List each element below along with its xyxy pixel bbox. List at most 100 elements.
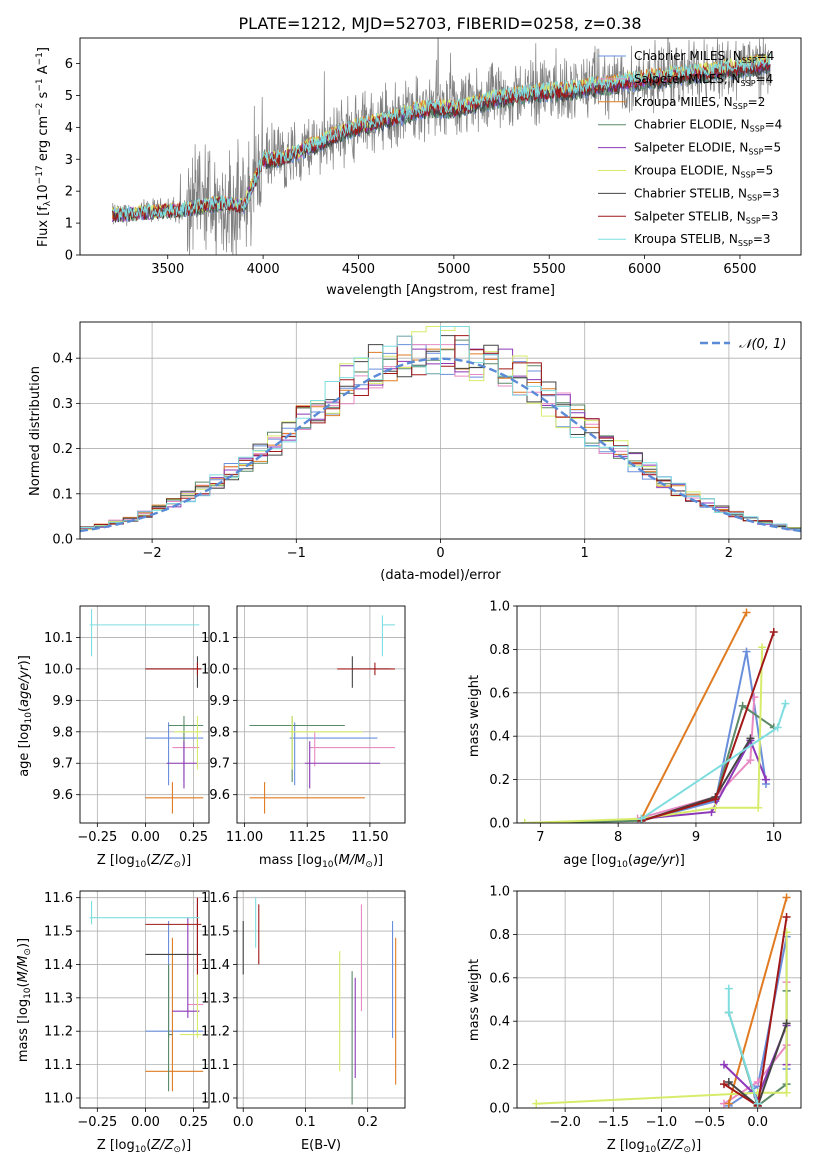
weight-marker — [746, 756, 755, 765]
x-tick-label: 1 — [581, 546, 589, 561]
x-tick-label: −1.0 — [646, 1115, 678, 1130]
x-tick-label: −2 — [143, 546, 162, 561]
weight-marker — [782, 1088, 791, 1097]
x-tick-label: 2 — [725, 546, 733, 561]
error-point — [289, 722, 378, 786]
weight-marker — [753, 1099, 762, 1108]
plot-area — [520, 608, 790, 823]
weight-marker — [532, 1099, 541, 1108]
weight-line — [637, 697, 756, 820]
weight-marker — [742, 647, 751, 656]
y-tick-label: 0.1 — [52, 487, 73, 502]
y-tick-label: 0.8 — [489, 643, 510, 658]
y-tick-label: 9.8 — [209, 725, 230, 740]
charts: 3500 4000 4500 5000 5500 6000 6500 0 1 2 3 4 5 6 wavel… — [16, 37, 802, 1155]
y-tick-label: 5 — [65, 89, 73, 104]
legend-entry: Salpeter MILES, NSSP=4 — [634, 72, 773, 88]
legend-entry: Chabrier ELODIE, NSSP=4 — [634, 118, 782, 134]
axes-frame — [516, 890, 802, 1109]
y-tick-label: 10.1 — [201, 631, 230, 646]
x-tick-label: 10 — [765, 830, 782, 845]
x-tick-label: −0.5 — [694, 1115, 726, 1130]
error-point — [337, 662, 395, 676]
x-tick-label: 6000 — [628, 262, 661, 277]
weight-series — [532, 928, 791, 1108]
y-tick-label: 11.4 — [201, 958, 230, 973]
x-tick-label: −1.5 — [597, 1115, 629, 1130]
y-tick-label: 3 — [65, 153, 73, 168]
y-tick-label: 0.6 — [489, 686, 510, 701]
weight-marker — [711, 795, 720, 804]
y-tick-label: 0.4 — [52, 352, 73, 367]
legend-entry: Chabrier MILES, NSSP=4 — [634, 49, 774, 65]
weight-marker — [781, 699, 790, 708]
weight-series — [724, 893, 791, 1108]
error-point — [145, 897, 202, 975]
x-tick-label: 0.25 — [179, 830, 208, 845]
x-axis-label: Z [log10(Z/Z⊙)] — [97, 1138, 191, 1155]
y-tick-label: 9.7 — [209, 757, 230, 772]
y-axis-label: Flux [fλ10−17 erg cm−2 s−1 A−1] — [35, 47, 53, 247]
plot-area — [532, 893, 791, 1108]
axes-residuals: −2 −1 0 1 2 0.0 0.1 0.2 0.3 0.4 (data-model)/error… — [28, 321, 802, 583]
y-tick-label: 11.2 — [44, 1025, 73, 1040]
y-tick-label: 6 — [65, 57, 73, 72]
y-tick-label: 0.3 — [52, 397, 73, 412]
x-tick-label: 0.0 — [233, 1115, 254, 1130]
x-tick-label: −0.25 — [77, 830, 117, 845]
weight-line — [536, 932, 788, 1105]
error-point — [168, 716, 204, 783]
weight-marker — [637, 814, 646, 823]
y-tick-label: 1 — [65, 217, 73, 232]
axes-frame — [79, 321, 802, 540]
x-tick-label: 7 — [536, 830, 544, 845]
axes-age_vs_Z: −0.25 0.00 0.25 9.6 9.7 9.8 9.9 10.0 10.1 Z [log1… — [17, 605, 210, 870]
y-tick-label: 0.4 — [489, 1015, 510, 1030]
weight-marker — [754, 803, 763, 812]
weight-marker — [738, 701, 747, 710]
y-tick-label: 11.0 — [44, 1091, 73, 1106]
x-tick-label: 6500 — [723, 262, 756, 277]
y-tick-label: 11.3 — [44, 991, 73, 1006]
legend-entry: Salpeter ELODIE, NSSP=5 — [634, 141, 781, 157]
y-tick-label: 11.6 — [201, 891, 230, 906]
axes-spectrum: 3500 4000 4500 5000 5500 6000 6500 0 1 2 3 4 5 6 wavel… — [35, 37, 802, 298]
weight-marker — [707, 808, 716, 817]
plot-area — [89, 897, 204, 1092]
legend-entry: Chabrier STELIB, NSSP=3 — [634, 186, 780, 202]
x-tick-label: 11.25 — [289, 830, 326, 845]
x-tick-label: 4000 — [247, 262, 280, 277]
error-point — [172, 731, 200, 767]
y-tick-label: 0.2 — [52, 442, 73, 457]
y-tick-label: 11.3 — [201, 991, 230, 1006]
weight-marker — [724, 1099, 733, 1108]
error-point — [351, 656, 390, 688]
legend-entry: Kroupa MILES, NSSP=2 — [634, 95, 765, 111]
x-axis-label: Z [log10(Z/Z⊙)] — [607, 1138, 701, 1155]
weight-marker — [711, 803, 720, 812]
y-tick-label: 10.0 — [201, 662, 230, 677]
error-point — [145, 904, 202, 955]
y-tick-label: 11.1 — [44, 1058, 73, 1073]
axes-frame — [236, 605, 406, 824]
y-tick-label: 9.6 — [209, 788, 230, 803]
axes-frame — [236, 890, 406, 1109]
y-tick-label: 0 — [65, 249, 73, 264]
x-tick-label: 0.0 — [747, 1115, 768, 1130]
histogram-series — [80, 326, 801, 539]
y-tick-label: 0.2 — [489, 773, 510, 788]
x-axis-label: wavelength [Angstrom, rest frame] — [326, 283, 555, 298]
weight-marker — [746, 734, 755, 743]
error-point — [145, 722, 204, 786]
x-axis-label: age [log10(age/yr)] — [563, 853, 685, 870]
error-point — [89, 901, 200, 925]
y-tick-label: 11.0 — [201, 1091, 230, 1106]
axes-frame — [79, 890, 210, 1109]
weight-marker — [782, 893, 791, 902]
x-axis-label: E(B-V) — [301, 1138, 341, 1153]
y-tick-label: 9.6 — [52, 788, 73, 803]
axes-weight_vs_age: 7 8 9 10 0.0 0.2 0.4 0.6 0.8 1.0 age [log10(age/yr… — [467, 600, 802, 870]
model-spectrum — [111, 61, 771, 223]
figure-title: PLATE=1212, MJD=52703, FIBERID=0258, z=0… — [238, 14, 641, 33]
weight-marker — [782, 1019, 791, 1028]
